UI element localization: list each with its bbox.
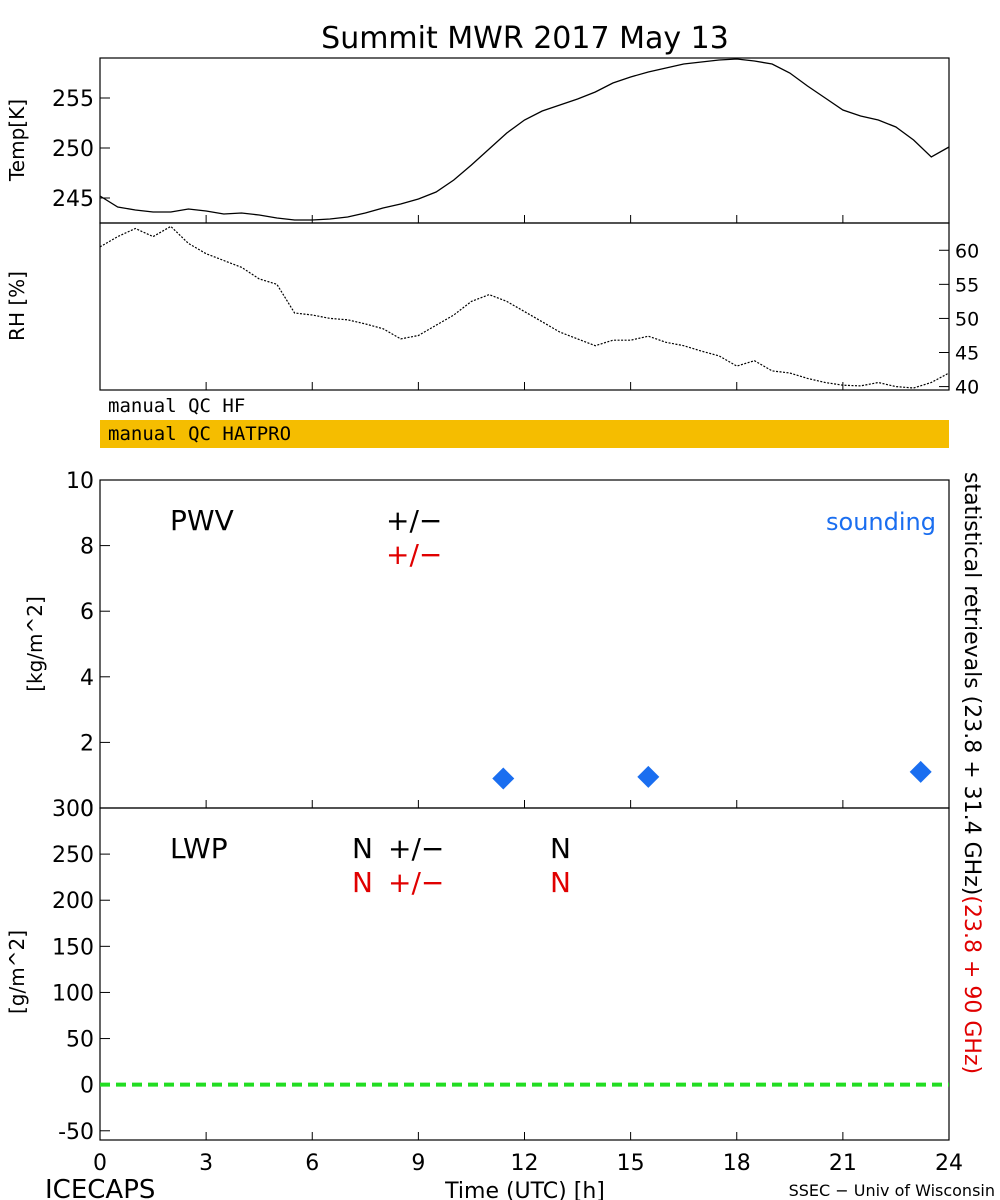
qc-hf-bar: manual QC HF	[100, 392, 949, 420]
lwp-ytick-label: 200	[52, 889, 94, 914]
lwp-ytick-label: -50	[58, 1120, 94, 1145]
x-tick-label: 3	[199, 1151, 213, 1176]
rh-ytick-label: 45	[955, 343, 979, 365]
lwp-ytick-label: 0	[80, 1074, 94, 1099]
temp-ytick-label: 250	[52, 137, 94, 162]
x-tick-label: 9	[411, 1151, 425, 1176]
x-tick-label: 0	[93, 1151, 107, 1176]
temp-frame	[99, 57, 950, 224]
pwv-ticks: 0 2 4 6 8 10	[66, 469, 950, 822]
rh-ytick-label: 40	[955, 377, 979, 399]
x-axis-label: Time (UTC) [h]	[444, 1179, 605, 1200]
lwp-secondary-plusminus: +/−	[388, 866, 444, 899]
pwv-secondary-plusminus: +/−	[386, 538, 442, 571]
lwp-ytick-label: 50	[66, 1028, 94, 1053]
lwp-ytick-label: 300	[52, 797, 94, 822]
rh-panel: 40 45 50 55 60 RH [%]	[5, 222, 979, 399]
lwp-primary-plusminus: +/−	[388, 832, 444, 865]
side-label-red: (23.8 + 90 GHz)	[959, 895, 984, 1074]
lwp-primary-n2: N	[550, 832, 571, 865]
lwp-ytick-label: 100	[52, 981, 94, 1006]
lwp-primary-n1: N	[352, 832, 373, 865]
side-label: statistical retrievals (23.8 + 31.4 GHz)…	[959, 472, 984, 1074]
rh-ytick-label: 50	[955, 308, 979, 330]
qc-hatpro-bar: manual QC HATPRO	[100, 420, 949, 448]
pwv-primary-plusminus: +/−	[386, 504, 442, 537]
pwv-ytick-label: 10	[66, 469, 94, 494]
temp-ytick-label: 245	[52, 187, 94, 212]
x-tick-label: 24	[935, 1151, 963, 1176]
sounding-point	[637, 765, 660, 788]
pwv-ytick-label: 4	[80, 666, 94, 691]
pwv-ytick-label: 8	[80, 535, 94, 560]
pwv-ytick-label: 2	[80, 731, 94, 756]
rh-ticks: 40 45 50 55 60	[99, 240, 979, 399]
lwp-secondary-n2: N	[550, 866, 571, 899]
temp-ytick-label: 255	[52, 87, 94, 112]
x-tick-label: 18	[723, 1151, 751, 1176]
lwp-ytick-label: 250	[52, 843, 94, 868]
pwv-legend-sounding: sounding	[826, 508, 936, 536]
lwp-title: LWP	[170, 832, 228, 865]
temp-series-line	[99, 58, 950, 221]
pwv-sounding-points	[492, 760, 932, 790]
x-tick-label: 12	[511, 1151, 539, 1176]
footer-right: SSEC − Univ of Wisconsin	[789, 1181, 995, 1200]
rh-ylabel: RH [%]	[5, 271, 29, 341]
x-axis-ticks: 0 3 6 9 12 15 18 21 24	[93, 1151, 963, 1176]
lwp-ylabel: [g/m^2]	[5, 930, 29, 1014]
pwv-panel: 0 2 4 6 8 10 PWV +/− +/− sounding [kg/m^2]	[23, 469, 950, 822]
pwv-ylabel: [kg/m^2]	[23, 596, 47, 692]
temp-ticks: 245 250 255	[52, 87, 950, 223]
temp-ylabel: Temp[K]	[5, 99, 29, 182]
x-tick-label: 15	[617, 1151, 645, 1176]
temp-panel: 245 250 255 Temp[K]	[5, 57, 950, 224]
sounding-point	[909, 760, 932, 783]
rh-series-line	[99, 225, 950, 389]
x-tick-label: 21	[829, 1151, 857, 1176]
footer-left: ICECAPS	[45, 1175, 155, 1200]
chart-title: Summit MWR 2017 May 13	[321, 21, 729, 56]
side-label-black: statistical retrievals (23.8 + 31.4 GHz)	[959, 472, 984, 895]
lwp-ytick-label: 150	[52, 935, 94, 960]
lwp-secondary-n1: N	[352, 866, 373, 899]
pwv-ytick-label: 6	[80, 600, 94, 625]
rh-ytick-label: 60	[955, 240, 979, 262]
rh-ytick-label: 55	[955, 274, 979, 296]
rh-frame	[99, 222, 950, 391]
x-tick-label: 6	[305, 1151, 319, 1176]
pwv-ytick-label: 0	[80, 797, 94, 822]
pwv-title: PWV	[170, 504, 234, 537]
sounding-point	[492, 767, 515, 790]
lwp-ticks: -50 0 50 100 150 200 250 300	[52, 797, 950, 1145]
